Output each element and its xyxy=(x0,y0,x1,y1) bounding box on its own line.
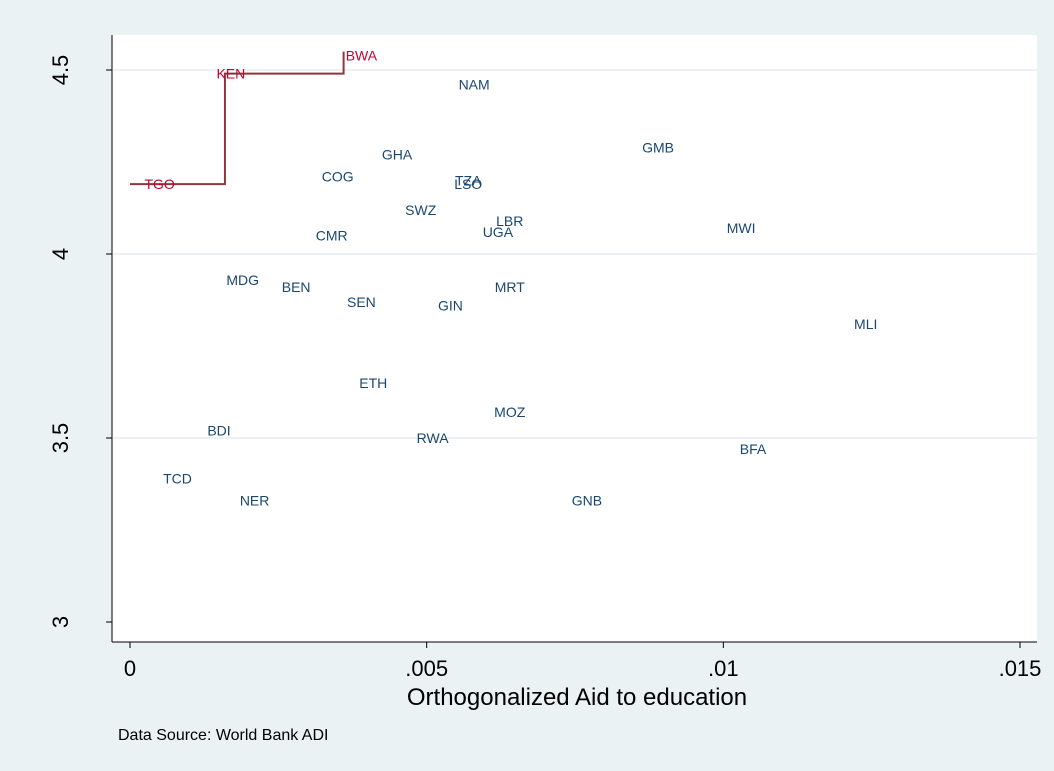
y-tick-label: 3.5 xyxy=(48,423,73,454)
point-label-tgo: TGO xyxy=(144,176,174,192)
point-label-bdi: BDI xyxy=(207,423,230,439)
point-label-gin: GIN xyxy=(438,298,463,314)
point-label-cog: COG xyxy=(322,169,354,185)
data-source-note: Data Source: World Bank ADI xyxy=(118,727,328,744)
point-label-sen: SEN xyxy=(347,294,376,310)
x-tick-label: 0 xyxy=(124,656,136,681)
point-label-gnb: GNB xyxy=(572,493,602,509)
point-label-ner: NER xyxy=(240,493,270,509)
point-label-lso: LSO xyxy=(454,176,482,192)
point-label-tcd: TCD xyxy=(163,470,192,486)
point-label-mli: MLI xyxy=(854,316,877,332)
y-tick-label: 4.5 xyxy=(48,55,73,86)
point-label-swz: SWZ xyxy=(405,202,437,218)
gridlines xyxy=(113,69,1037,439)
point-label-ben: BEN xyxy=(282,279,311,295)
point-label-mwi: MWI xyxy=(727,220,756,236)
x-tick-label: .01 xyxy=(708,656,739,681)
x-axis-title: Orthogonalized Aid to education xyxy=(407,684,747,711)
y-tick-label: 3 xyxy=(48,616,73,628)
point-label-lbr: LBR xyxy=(496,213,523,229)
point-label-moz: MOZ xyxy=(494,404,526,420)
point-label-gmb: GMB xyxy=(642,139,674,155)
point-label-cmr: CMR xyxy=(316,228,348,244)
point-label-mrt: MRT xyxy=(495,279,526,295)
step-line xyxy=(130,51,345,186)
point-label-bfa: BFA xyxy=(740,441,767,457)
x-tick-label: .015 xyxy=(999,656,1042,681)
point-label-nam: NAM xyxy=(459,77,490,93)
point-label-mdg: MDG xyxy=(226,272,259,288)
point-label-uga: UGA xyxy=(483,224,514,240)
point-label-eth: ETH xyxy=(359,375,387,391)
x-tick-label: .005 xyxy=(405,656,448,681)
point-label-bwa: BWA xyxy=(346,47,378,63)
y-tick-label: 4 xyxy=(48,248,73,260)
x-ticks: 0 .005 .01 .015 xyxy=(124,642,1042,681)
point-label-tza: TZA xyxy=(455,172,482,188)
y-ticks: 3 3.5 4 4.5 xyxy=(48,55,112,628)
point-label-ken: KEN xyxy=(216,66,245,82)
point-label-rwa: RWA xyxy=(417,430,450,446)
plot-background xyxy=(112,35,1037,642)
point-label-gha: GHA xyxy=(382,147,413,163)
